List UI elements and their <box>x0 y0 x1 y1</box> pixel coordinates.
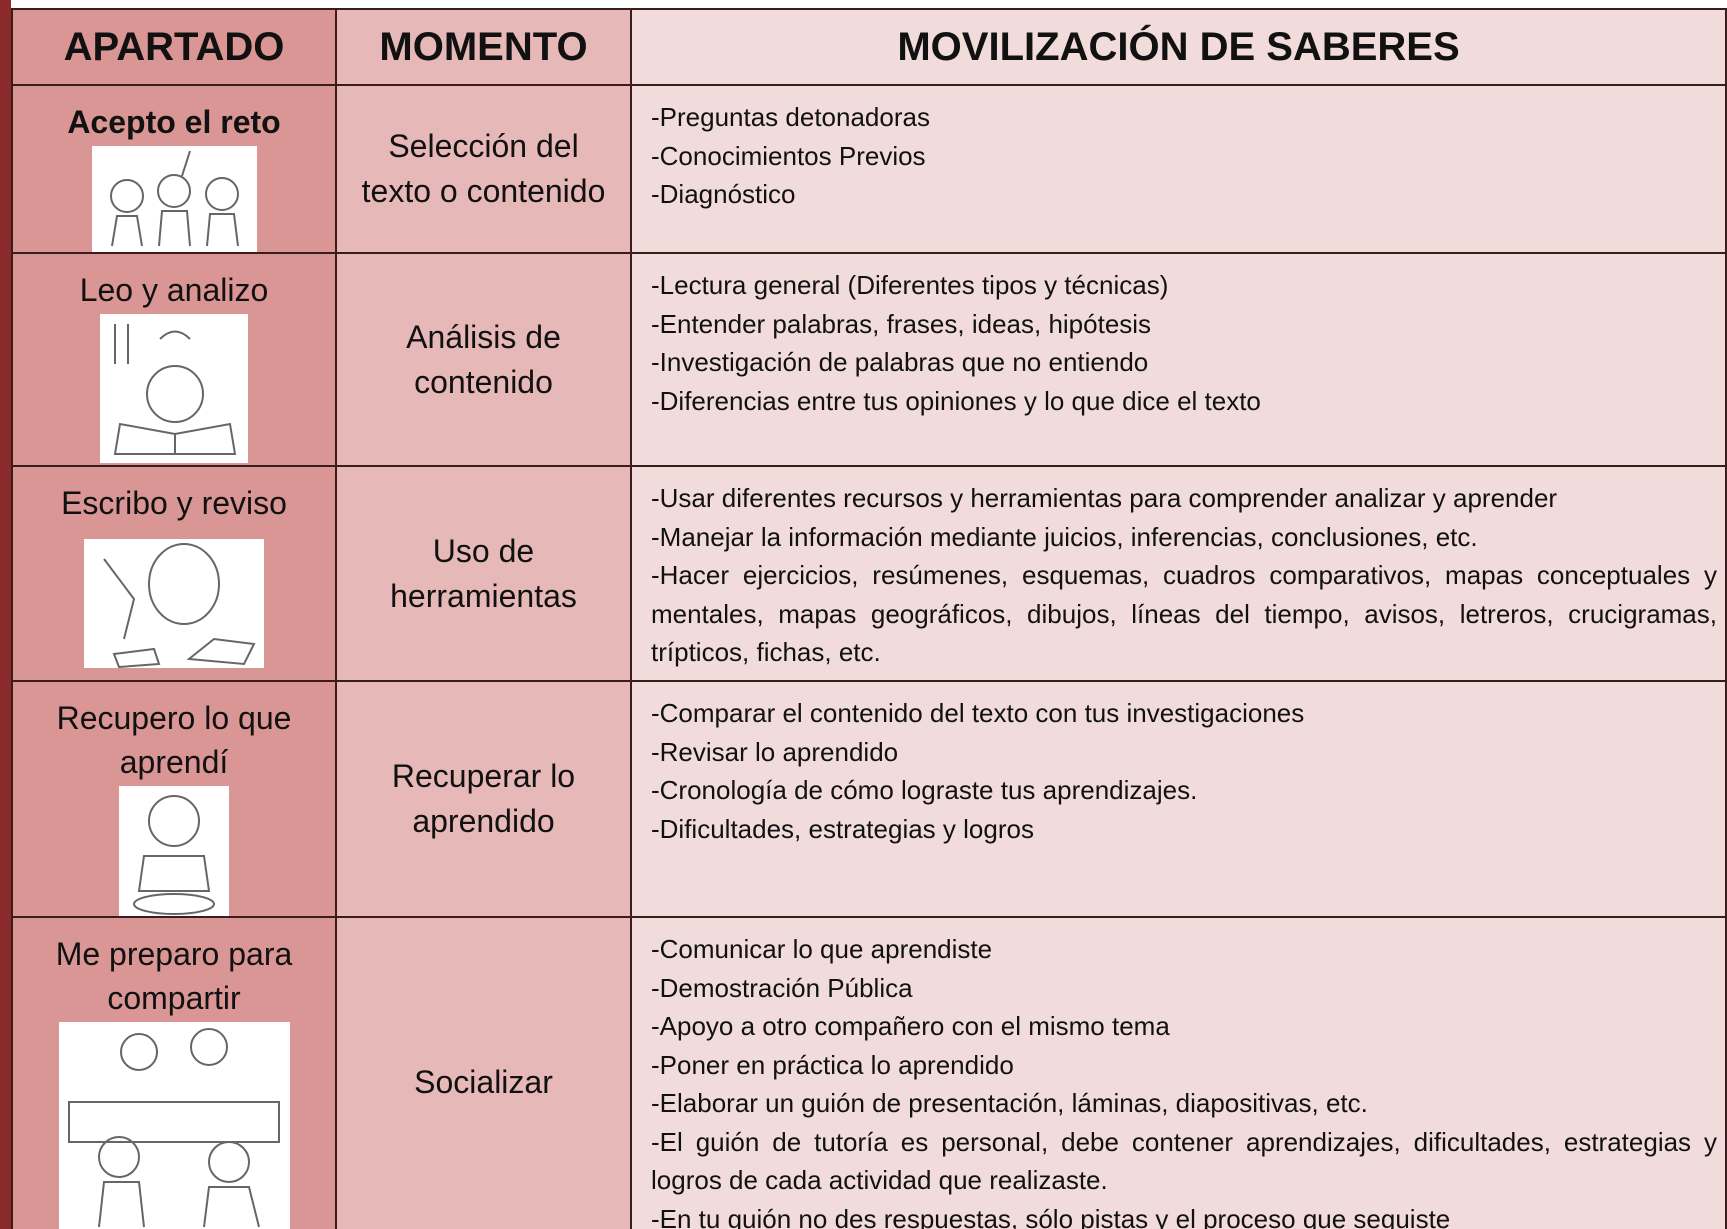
illustration <box>100 314 248 463</box>
saber-item: -Lectura general (Diferentes tipos y téc… <box>651 270 1169 300</box>
saber-item: -Hacer ejercicios, resúmenes, esquemas, … <box>651 560 1717 667</box>
saberes-cell: -Preguntas detonadoras -Conocimientos Pr… <box>630 84 1727 254</box>
apartado: Acepto el reto <box>67 104 281 140</box>
saberes-cell: -Usar diferentes recursos y herramientas… <box>630 465 1727 682</box>
header-cell: APARTADO <box>11 8 337 86</box>
saber-item: -Dificultades, estrategias y logros <box>651 813 1034 844</box>
illustration <box>119 786 229 916</box>
saberes-cell: -Comparar el contenido del texto con tus… <box>630 680 1727 918</box>
saber-item: -Revisar lo aprendido <box>651 736 899 767</box>
saber-item: -Entender palabras, frases, ideas, hipót… <box>651 308 1152 339</box>
header-cell: MOMENTO <box>335 8 632 86</box>
saber-item: -Apoyo a otro compañero con el mismo tem… <box>651 1011 1170 1041</box>
saber-item: -Poner en práctica lo aprendido <box>651 1049 1014 1080</box>
saber-item: -Comparar el contenido del texto con tus… <box>651 698 1305 728</box>
saber-item: -Comunicar lo que aprendiste <box>651 934 993 964</box>
row: Recupero lo que aprendí Recuperar lo apr… <box>11 680 1727 918</box>
saber-item: -En tu guión no des respuestas, sólo pis… <box>651 1203 1451 1229</box>
apartado-cell: Escribo y reviso <box>11 465 337 682</box>
side-bar <box>0 0 11 1229</box>
saber-item: -Conocimientos Previos <box>651 140 926 171</box>
momento-cell: Recuperar lo aprendido <box>335 680 632 918</box>
header-row: APARTADO MOMENTO MOVILIZACIÓN DE SABERES <box>11 8 1727 86</box>
apartado-cell: Acepto el reto <box>11 84 337 254</box>
apartado-cell: Leo y analizo <box>11 252 337 467</box>
momento-cell: Socializar <box>335 916 632 1229</box>
apartado: Leo y analizo <box>79 272 269 308</box>
apartado-cell: Me preparo para compartir <box>11 916 337 1229</box>
saber-item: -El guión de tutoría es personal, debe c… <box>651 1126 1717 1196</box>
saberes-cell: -Lectura general (Diferentes tipos y téc… <box>630 252 1727 467</box>
momento-cell: Selección del texto o contenido <box>335 84 632 254</box>
table-wrapper: APARTADO MOMENTO MOVILIZACIÓN DE SABERES… <box>11 8 1727 1229</box>
saber-item: -Elaborar un guión de presentación, lámi… <box>651 1088 1368 1118</box>
saber-item: -Demostración Pública <box>651 972 913 1003</box>
momento-cell: Análisis de contenido <box>335 252 632 467</box>
illustration <box>58 1022 290 1229</box>
illustration <box>91 146 257 252</box>
row: Leo y analizo Análisis de contenido -Lec… <box>11 252 1727 467</box>
table: APARTADO MOMENTO MOVILIZACIÓN DE SABERES… <box>11 8 1727 1229</box>
saber-item: -Diagnóstico <box>651 179 796 209</box>
saber-item: -Manejar la información mediante juicios… <box>651 521 1478 552</box>
illustration <box>84 539 264 668</box>
saber-item: -Diferencias entre tus opiniones y lo qu… <box>651 385 1261 416</box>
row: Me preparo para compartir Socializar -Co… <box>11 916 1727 1229</box>
apartado: Me preparo para compartir <box>55 936 293 1016</box>
row: Escribo y reviso Uso de herramientas -Us… <box>11 465 1727 682</box>
apartado: Recupero lo que aprendí <box>56 700 292 780</box>
apartado: Escribo y reviso <box>61 485 287 521</box>
saber-item: -Preguntas detonadoras <box>651 102 930 132</box>
apartado-cell: Recupero lo que aprendí <box>11 680 337 918</box>
momento-cell: Uso de herramientas <box>335 465 632 682</box>
saber-item: -Investigación de palabras que no entien… <box>651 347 1149 377</box>
saber-item: -Usar diferentes recursos y herramientas… <box>651 483 1558 513</box>
row: Acepto el reto Selección del texto o con… <box>11 84 1727 254</box>
header-cell: MOVILIZACIÓN DE SABERES <box>630 8 1727 86</box>
saberes-cell: -Comunicar lo que aprendiste -Demostraci… <box>630 916 1727 1229</box>
saber-item: -Cronología de cómo lograste tus aprendi… <box>651 775 1198 805</box>
